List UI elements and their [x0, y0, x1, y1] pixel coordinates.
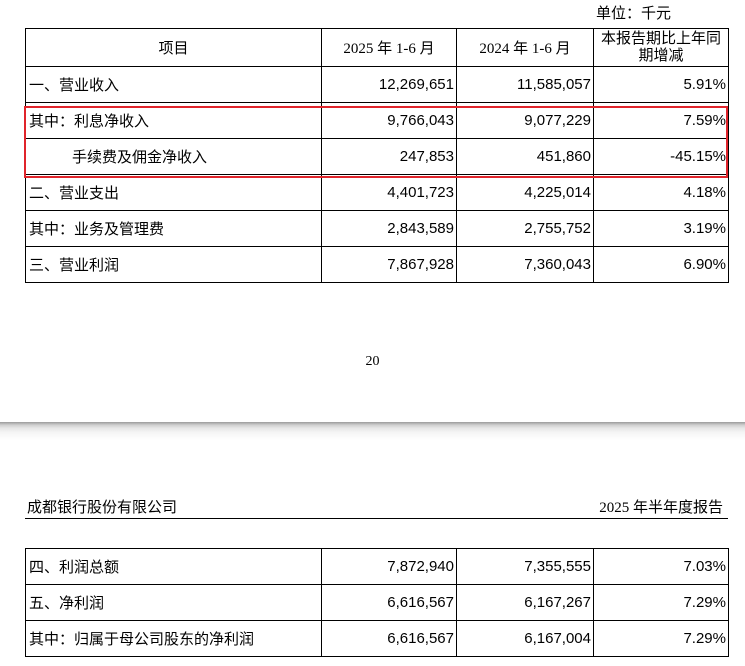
header-2024: 2024 年 1-6 月: [456, 28, 594, 67]
table-header-row: 项目 2025 年 1-6 月 2024 年 1-6 月 本报告期比上年同期增减: [25, 28, 729, 67]
row-2024: 9,077,229: [456, 102, 594, 139]
row-item: 其中：利息净收入: [25, 102, 322, 139]
row-2024: 2,755,752: [456, 210, 594, 247]
row-2024: 6,167,004: [456, 620, 594, 657]
row-2025: 12,269,651: [321, 66, 457, 103]
row-change: 7.29%: [593, 620, 729, 657]
table-row: 一、营业收入 12,269,651 11,585,057 5.91%: [25, 66, 729, 103]
unit-label: 单位：千元: [596, 6, 672, 22]
report-title: 2025 年半年度报告: [599, 500, 723, 516]
table-row: 其中：归属于母公司股东的净利润 6,616,567 6,167,004 7.29…: [25, 620, 729, 657]
income-statement-table-continued: 四、利润总额 7,872,940 7,355,555 7.03% 五、净利润 6…: [25, 548, 729, 657]
row-item: 二、营业支出: [25, 174, 322, 211]
row-2025: 7,867,928: [321, 246, 457, 283]
row-2025: 247,853: [321, 138, 457, 175]
table-row: 五、净利润 6,616,567 6,167,267 7.29%: [25, 584, 729, 621]
row-item: 一、营业收入: [25, 66, 322, 103]
row-item: 五、净利润: [25, 584, 322, 621]
row-2025: 9,766,043: [321, 102, 457, 139]
header-change: 本报告期比上年同期增减: [593, 28, 729, 67]
header-2025: 2025 年 1-6 月: [321, 28, 457, 67]
table-row: 四、利润总额 7,872,940 7,355,555 7.03%: [25, 548, 729, 585]
row-2025: 6,616,567: [321, 584, 457, 621]
company-name: 成都银行股份有限公司: [27, 500, 178, 516]
income-statement-table: 项目 2025 年 1-6 月 2024 年 1-6 月 本报告期比上年同期增减…: [25, 28, 729, 283]
header-rule: [25, 518, 728, 519]
row-item: 其中：归属于母公司股东的净利润: [25, 620, 322, 657]
row-change: 7.03%: [593, 548, 729, 585]
row-2025: 2,843,589: [321, 210, 457, 247]
row-2025: 4,401,723: [321, 174, 457, 211]
row-2024: 7,355,555: [456, 548, 594, 585]
row-change: 4.18%: [593, 174, 729, 211]
row-change: 7.29%: [593, 584, 729, 621]
row-change: 6.90%: [593, 246, 729, 283]
row-change: -45.15%: [593, 138, 729, 175]
row-item: 四、利润总额: [25, 548, 322, 585]
table-row: 其中：业务及管理费 2,843,589 2,755,752 3.19%: [25, 210, 729, 247]
row-change: 7.59%: [593, 102, 729, 139]
row-2025: 6,616,567: [321, 620, 457, 657]
row-change: 3.19%: [593, 210, 729, 247]
row-2024: 6,167,267: [456, 584, 594, 621]
row-2024: 7,360,043: [456, 246, 594, 283]
table-row: 其中：利息净收入 9,766,043 9,077,229 7.59%: [25, 102, 729, 139]
table-row: 二、营业支出 4,401,723 4,225,014 4.18%: [25, 174, 729, 211]
row-item: 三、营业利润: [25, 246, 322, 283]
page-number: 20: [365, 354, 380, 369]
table-row: 三、营业利润 7,867,928 7,360,043 6.90%: [25, 246, 729, 283]
row-item: 手续费及佣金净收入: [25, 138, 322, 175]
row-2024: 4,225,014: [456, 174, 594, 211]
row-2025: 7,872,940: [321, 548, 457, 585]
row-change: 5.91%: [593, 66, 729, 103]
header-item: 项目: [25, 28, 322, 67]
row-item: 其中：业务及管理费: [25, 210, 322, 247]
row-2024: 11,585,057: [456, 66, 594, 103]
page-separator: [0, 422, 745, 440]
table-row: 手续费及佣金净收入 247,853 451,860 -45.15%: [25, 138, 729, 175]
row-2024: 451,860: [456, 138, 594, 175]
